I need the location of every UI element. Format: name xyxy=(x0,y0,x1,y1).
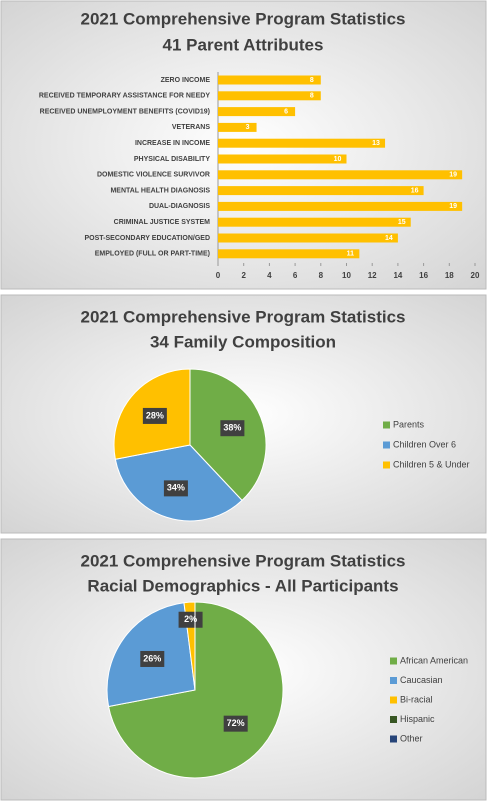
bar xyxy=(218,91,321,101)
data-label: 28% xyxy=(146,410,164,420)
legend-swatch xyxy=(390,716,397,723)
bar xyxy=(218,75,321,85)
data-label: 8 xyxy=(310,93,314,100)
legend-label: Other xyxy=(400,733,423,743)
chart-subtitle: Racial Demographics - All Participants xyxy=(87,576,398,595)
legend-swatch xyxy=(383,441,390,449)
x-tick-label: 6 xyxy=(293,271,298,280)
legend-swatch xyxy=(383,421,390,429)
data-label: 11 xyxy=(347,251,355,258)
legend-label: Parents xyxy=(393,419,425,429)
data-label: 14 xyxy=(385,235,393,242)
chart-subtitle: 41 Parent Attributes xyxy=(163,35,324,54)
x-tick-label: 0 xyxy=(216,271,221,280)
x-tick-label: 10 xyxy=(342,271,351,280)
bar xyxy=(218,138,386,148)
data-label: 72% xyxy=(227,718,245,728)
legend-swatch xyxy=(390,657,397,665)
y-tick-label: CRIMINAL JUSTICE SYSTEM xyxy=(114,219,210,226)
label-box xyxy=(220,420,245,437)
data-label: 10 xyxy=(334,156,342,163)
chart-title: 2021 Comprehensive Program Statistics xyxy=(80,9,405,28)
chart-title: 2021 Comprehensive Program Statistics xyxy=(80,307,405,326)
y-tick-label: PHYSICAL DISABILITY xyxy=(134,156,210,163)
pie-slice xyxy=(107,601,284,779)
legend-label: Children Over 6 xyxy=(393,439,456,449)
y-tick-label: RECEIVED TEMPORARY ASSISTANCE FOR NEEDY xyxy=(39,93,210,100)
legend-swatch xyxy=(383,461,390,469)
data-label: 15 xyxy=(398,219,406,226)
y-tick-label: POST-SECONDARY EDUCATION/GED xyxy=(85,235,211,242)
data-label: 6 xyxy=(284,108,288,115)
data-label: 16 xyxy=(411,187,419,194)
bar xyxy=(218,249,360,259)
chart-subtitle: 34 Family Composition xyxy=(150,332,336,351)
label-box xyxy=(178,611,203,628)
y-tick-label: INCREASE IN INCOME xyxy=(135,140,210,147)
legend-swatch xyxy=(390,677,397,684)
legend-label: Hispanic xyxy=(400,714,435,724)
bar xyxy=(218,170,463,180)
legend-label: Children 5 & Under xyxy=(393,459,470,469)
bar xyxy=(218,154,347,164)
y-tick-label: EMPLOYED (FULL OR PART-TIME) xyxy=(95,251,210,258)
bar xyxy=(218,233,398,243)
data-label: 34% xyxy=(167,483,185,493)
bar xyxy=(218,186,424,196)
y-tick-label: MENTAL HEALTH DIAGNOSIS xyxy=(110,187,210,194)
legend-label: African American xyxy=(400,655,468,665)
data-label: 19 xyxy=(449,203,457,210)
y-tick-label: VETERANS xyxy=(172,124,210,131)
label-box xyxy=(163,480,188,497)
x-tick-label: 2 xyxy=(241,271,246,280)
data-label: 13 xyxy=(372,140,380,147)
data-label: 26% xyxy=(143,653,161,663)
bar xyxy=(218,107,296,117)
label-box xyxy=(223,715,248,732)
y-tick-label: RECEIVED UNEMPLOYMENT BENEFITS (COVID19) xyxy=(40,108,210,115)
data-label: 2% xyxy=(184,614,197,624)
label-box xyxy=(140,650,165,667)
x-tick-label: 18 xyxy=(445,271,454,280)
legend-swatch xyxy=(390,696,397,704)
data-label: 19 xyxy=(449,172,457,179)
x-tick-label: 12 xyxy=(368,271,377,280)
data-label: 3 xyxy=(246,124,250,131)
x-tick-label: 20 xyxy=(471,271,480,280)
y-tick-label: DUAL-DIAGNOSIS xyxy=(149,203,210,210)
x-tick-label: 8 xyxy=(319,271,324,280)
bar xyxy=(218,217,411,227)
label-box xyxy=(142,407,167,424)
data-label: 8 xyxy=(310,77,314,84)
bar xyxy=(218,201,463,211)
x-tick-label: 16 xyxy=(419,271,428,280)
x-tick-label: 14 xyxy=(393,271,402,280)
chart-title: 2021 Comprehensive Program Statistics xyxy=(80,551,405,570)
y-tick-label: ZERO INCOME xyxy=(161,77,211,84)
data-label: 38% xyxy=(223,423,241,433)
x-tick-label: 4 xyxy=(267,271,272,280)
legend-label: Bi-racial xyxy=(400,694,433,704)
bar xyxy=(218,122,257,132)
legend-swatch xyxy=(390,735,397,743)
y-tick-label: DOMESTIC VIOLENCE SURVIVOR xyxy=(97,172,210,179)
legend-label: Caucasian xyxy=(400,675,443,685)
